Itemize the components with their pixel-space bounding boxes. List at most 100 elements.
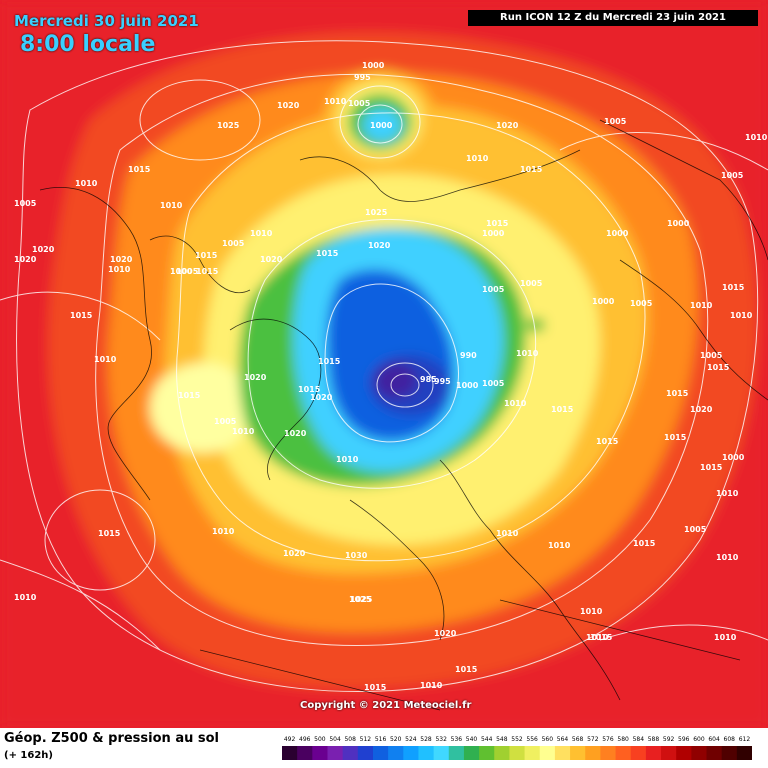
- scale-value-label: 592: [663, 736, 675, 743]
- isobar-label: 1025: [365, 208, 388, 217]
- isobar-label: 995: [354, 73, 371, 82]
- scale-swatch: [372, 746, 389, 760]
- isobar-label: 1015: [455, 665, 478, 674]
- scale-value-label: 516: [375, 736, 387, 743]
- isobar-label: 1020: [14, 255, 37, 264]
- isobar-label: 1020: [244, 373, 267, 382]
- scale-value-label: 528: [420, 736, 432, 743]
- scale-value-label: 596: [678, 736, 690, 743]
- scale-swatch: [418, 746, 435, 760]
- scale-swatch: [554, 746, 571, 760]
- isobar-label: 1005: [700, 351, 723, 360]
- isobar-label: 1020: [284, 429, 307, 438]
- scale-value-label: 496: [299, 736, 311, 743]
- isobar-label: 1025: [349, 595, 372, 604]
- isobar-label: 1015: [178, 391, 201, 400]
- scale-value-label: 556: [526, 736, 538, 743]
- scale-value-label: 508: [344, 736, 356, 743]
- isobar-label: 1010: [94, 355, 117, 364]
- scale-value-label: 564: [557, 736, 569, 743]
- isobar-label: 1005: [630, 299, 653, 308]
- isobar-label: 1015: [195, 251, 218, 260]
- isobar-label: 1015: [128, 165, 151, 174]
- scale-value-label: 608: [724, 736, 736, 743]
- isobar-label: 1010: [496, 529, 519, 538]
- forecast-time: 8:00 locale: [20, 32, 156, 57]
- scale-swatch: [630, 746, 647, 760]
- isobar-label: 1015: [722, 283, 745, 292]
- isobar-label: 1005: [222, 239, 245, 248]
- scale-swatch: [327, 746, 344, 760]
- isobar-label: 1020: [690, 405, 713, 414]
- scale-swatch: [494, 746, 510, 760]
- isobar-label: 1015: [551, 405, 574, 414]
- isobar-label: 1015: [364, 683, 387, 692]
- scale-value-label: 520: [390, 736, 402, 743]
- isobar-label: 1005: [482, 379, 505, 388]
- isobar-label: 1005: [520, 279, 543, 288]
- isobar-label: 1010: [690, 301, 713, 310]
- scale-swatch: [539, 746, 556, 760]
- isobar-label: 1005: [176, 267, 199, 276]
- forecast-date: Mercredi 30 juin 2021: [14, 12, 199, 30]
- scale-swatch: [615, 746, 632, 760]
- scale-value-label: 588: [648, 736, 660, 743]
- isobar-label: 1005: [721, 171, 744, 180]
- isobar-label: 1010: [730, 311, 753, 320]
- scale-swatch: [297, 746, 313, 760]
- isobar-label: 1020: [368, 241, 391, 250]
- isobar-label: 1015: [316, 249, 339, 258]
- isobar-label: 1020: [310, 393, 333, 402]
- legend-subtitle: (+ 162h): [4, 750, 53, 761]
- isobar-label: 1000: [456, 381, 479, 390]
- scale-swatch: [524, 746, 541, 760]
- scale-value-label: 512: [360, 736, 372, 743]
- scale-swatch: [433, 746, 450, 760]
- scale-value-label: 560: [542, 736, 554, 743]
- isobar-label: 1000: [592, 297, 615, 306]
- isobar-label: 1015: [664, 433, 687, 442]
- scale-value-label: 572: [587, 736, 599, 743]
- isobar-label: 1010: [420, 681, 443, 690]
- isobar-label: 1000: [482, 229, 505, 238]
- scale-value-label: 612: [739, 736, 751, 743]
- scale-value-label: 552: [511, 736, 523, 743]
- scale-swatch: [570, 746, 586, 760]
- isobar-label: 1020: [277, 101, 300, 110]
- isobar-label: 1015: [486, 219, 509, 228]
- scale-value-label: 532: [435, 736, 447, 743]
- scale-swatch: [463, 746, 480, 760]
- isobar-label: 1000: [370, 121, 393, 130]
- isobar-label: 1000: [667, 219, 690, 228]
- isobar-label: 1015: [98, 529, 121, 538]
- isobar-label: 1010: [324, 97, 347, 106]
- isobar-label: 1010: [716, 553, 739, 562]
- isobar-label: 1025: [350, 595, 373, 604]
- scale-value-label: 536: [451, 736, 463, 743]
- isobar-label: 1010: [336, 455, 359, 464]
- scale-swatch: [676, 746, 692, 760]
- isobar-label: 1010: [232, 427, 255, 436]
- isobar-label: 1010: [586, 633, 609, 642]
- isobar-label: 1000: [170, 267, 193, 276]
- legend-title: Géop. Z500 & pression au sol: [4, 731, 219, 746]
- isobar-label: 1010: [75, 179, 98, 188]
- isobar-label: 1015: [520, 165, 543, 174]
- scale-value-label: 504: [329, 736, 341, 743]
- scale-swatch: [661, 746, 677, 760]
- isobar-label: 1015: [700, 463, 723, 472]
- isobar-labels: 1000995100010051010102010251015101010051…: [14, 61, 768, 692]
- isobar-label: 1020: [110, 255, 133, 264]
- isobar-label: 1000: [722, 453, 745, 462]
- isobar-label: 1010: [504, 399, 527, 408]
- isobar-label: 1020: [283, 549, 306, 558]
- isobar-label: 995: [434, 377, 451, 386]
- isobar-label: 1010: [714, 633, 737, 642]
- isobar-label: 1015: [707, 363, 730, 372]
- isobar-label: 1005: [214, 417, 237, 426]
- scale-value-label: 540: [466, 736, 478, 743]
- geopotential-field: 1000995100010051010102010251015101010051…: [0, 0, 768, 728]
- isobar-label: 1005: [348, 99, 371, 108]
- isobar-label: 1020: [32, 245, 55, 254]
- isobar-label: 985: [420, 375, 437, 384]
